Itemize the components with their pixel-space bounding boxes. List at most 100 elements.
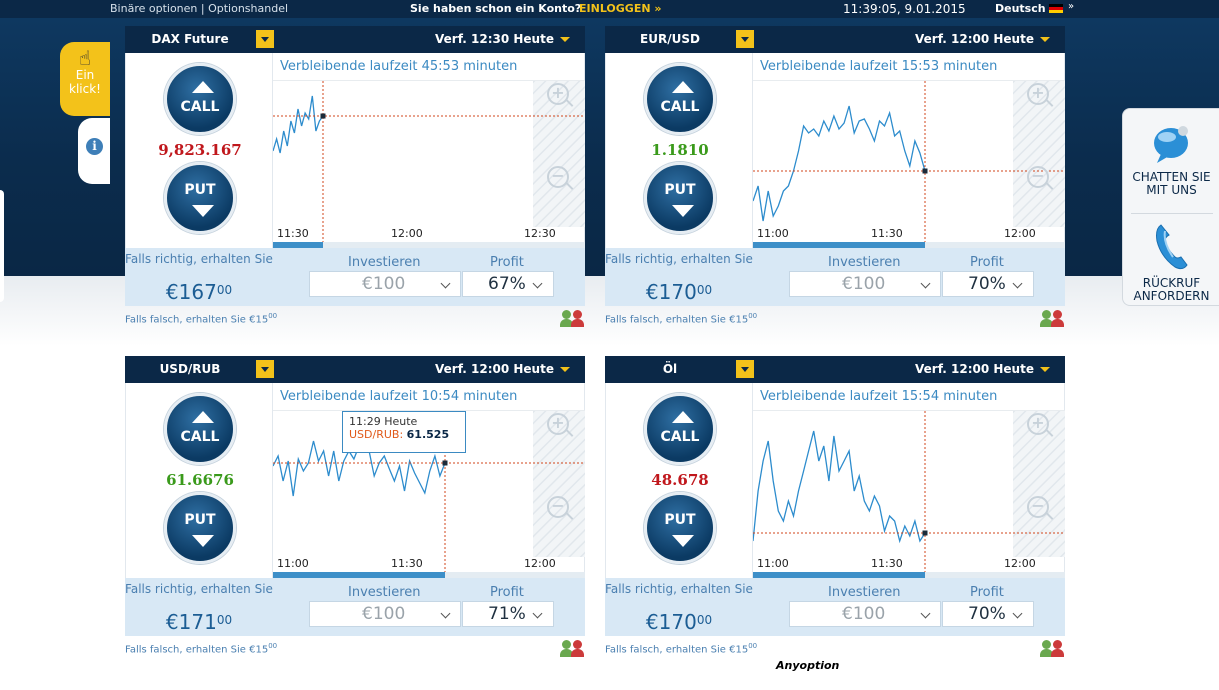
expiry-label[interactable]: Verf. 12:00 Heute [915,362,1034,376]
traders-sentiment-icon[interactable] [1040,310,1066,328]
future-zone [533,411,585,557]
profit-select[interactable]: 71% [462,601,554,627]
zoom-in-icon[interactable]: + [547,413,569,435]
asset-name[interactable]: USD/RUB [159,362,221,376]
call-button[interactable]: CALL [644,393,716,465]
expiry-dropdown-icon[interactable] [560,37,570,42]
expiry-dropdown-icon[interactable] [1040,37,1050,42]
if-wrong-cents: 00 [748,312,758,320]
profit-select[interactable]: 70% [942,271,1034,297]
expiry-dropdown-icon[interactable] [560,367,570,372]
call-button[interactable]: CALL [644,63,716,135]
traders-sentiment-icon[interactable] [560,310,586,328]
expiry-dropdown-icon[interactable] [1040,367,1050,372]
expiry-label[interactable]: Verf. 12:00 Heute [915,32,1034,46]
current-price: 48.678 [651,471,709,489]
invest-value: €100 [362,274,406,294]
put-button[interactable]: PUT [164,492,236,564]
login-link[interactable]: EINLOGGEN » [579,2,662,15]
arrow-up-icon [192,411,214,423]
payout-amount: €16700 [125,280,273,304]
left-edge-tab[interactable] [0,190,4,302]
chart-plot-area[interactable] [273,80,585,243]
language-menu-chevron-icon[interactable]: » [1068,1,1075,12]
invest-select[interactable]: €100 [789,601,941,627]
payout-cents: 00 [216,613,233,627]
payout-amount: €17100 [125,610,273,634]
remaining-time: Verbleibende laufzeit 10:54 minuten [280,389,518,404]
call-button[interactable]: CALL [164,63,236,135]
expiry-label[interactable]: Verf. 12:00 Heute [435,362,554,376]
arrow-down-icon [672,205,694,217]
chart-plot-area[interactable] [753,410,1065,573]
expiry-label[interactable]: Verf. 12:30 Heute [435,32,554,46]
panel-header: Öl Verf. 12:00 Heute [605,356,1065,383]
if-wrong-cents: 00 [748,642,758,650]
account-question: Sie haben schon ein Konto? [410,2,582,15]
if-wrong-label: Falls falsch, erhalten Sie €1500 [125,312,277,325]
invest-label: Investieren [348,585,421,600]
chat-label[interactable]: CHATTEN SIE MIT UNS [1132,170,1211,197]
chart-plot-area[interactable]: 11:29 Heute USD/RUB: 61.525 [273,410,585,573]
invest-select[interactable]: €100 [309,271,461,297]
ein-klick-tab[interactable]: ☝ Ein klick! [60,42,110,116]
chart-svg [273,81,585,243]
zoom-out-icon[interactable]: − [1027,166,1049,188]
chevron-down-icon [1012,608,1023,619]
zoom-out-icon[interactable]: − [547,166,569,188]
panel-header: USD/RUB Verf. 12:00 Heute [125,356,585,383]
arrow-up-icon [192,81,214,93]
remaining-time: Verbleibende laufzeit 45:53 minuten [280,59,518,74]
callback-label[interactable]: RÜCKRUF ANFORDERN [1133,276,1210,303]
invest-select[interactable]: €100 [309,601,461,627]
put-button[interactable]: PUT [644,162,716,234]
chart-plot-area[interactable] [753,80,1065,243]
info-icon: i [86,138,103,155]
traders-sentiment-icon[interactable] [560,640,586,658]
asset-name[interactable]: Öl [662,362,678,376]
asset-dropdown-icon[interactable] [256,360,274,378]
asset-dropdown-icon[interactable] [736,30,754,48]
invest-select[interactable]: €100 [789,271,941,297]
put-button[interactable]: PUT [164,162,236,234]
zoom-out-icon[interactable]: − [547,496,569,518]
call-label: CALL [180,99,220,115]
profit-label: Profit [490,585,524,600]
info-tab[interactable]: i [78,118,110,184]
phone-icon[interactable] [1153,221,1189,273]
sidebar-divider [1131,213,1213,214]
zoom-in-icon[interactable]: + [1027,413,1049,435]
if-right-label: Falls richtig, erhalten Sie [605,252,753,266]
chevron-down-icon [920,608,931,619]
profit-select[interactable]: 67% [462,271,554,297]
expiry-progress-bar [273,572,585,578]
put-button[interactable]: PUT [644,492,716,564]
site-tagline[interactable]: Binäre optionen | Optionshandel [110,2,289,15]
price-chart: Verbleibende laufzeit 15:54 minuten 11:0… [753,383,1065,578]
tooltip-symbol: USD/RUB: [349,428,407,441]
language-selector[interactable]: Deutsch [995,2,1046,15]
german-flag-icon[interactable] [1049,4,1063,13]
if-wrong-text: Falls falsch, erhalten Sie €15 [125,314,269,326]
call-button[interactable]: CALL [164,393,236,465]
time-tick-label: 12:00 [524,557,556,570]
put-label: PUT [664,182,696,198]
pointing-hand-icon: ☝ [78,46,92,70]
price-chart: Verbleibende laufzeit 45:53 minuten 11:3… [273,53,585,248]
zoom-in-icon[interactable]: + [547,83,569,105]
asset-name[interactable]: EUR/USD [640,32,700,46]
asset-dropdown-icon[interactable] [256,30,274,48]
zoom-out-icon[interactable]: − [1027,496,1049,518]
option-panel: DAX Future Verf. 12:30 Heute CALL 9,823.… [125,26,585,327]
brand-watermark: Anyoption [776,659,840,672]
trade-buttons: CALL 9,823.167 PUT [125,53,273,248]
if-wrong-text: Falls falsch, erhalten Sie €15 [125,644,269,656]
chat-bubble-icon[interactable] [1151,121,1191,165]
asset-name[interactable]: DAX Future [151,32,229,46]
profit-select[interactable]: 70% [942,601,1034,627]
arrow-up-icon [672,411,694,423]
payout-cents: 00 [696,283,713,297]
zoom-in-icon[interactable]: + [1027,83,1049,105]
asset-dropdown-icon[interactable] [736,360,754,378]
traders-sentiment-icon[interactable] [1040,640,1066,658]
